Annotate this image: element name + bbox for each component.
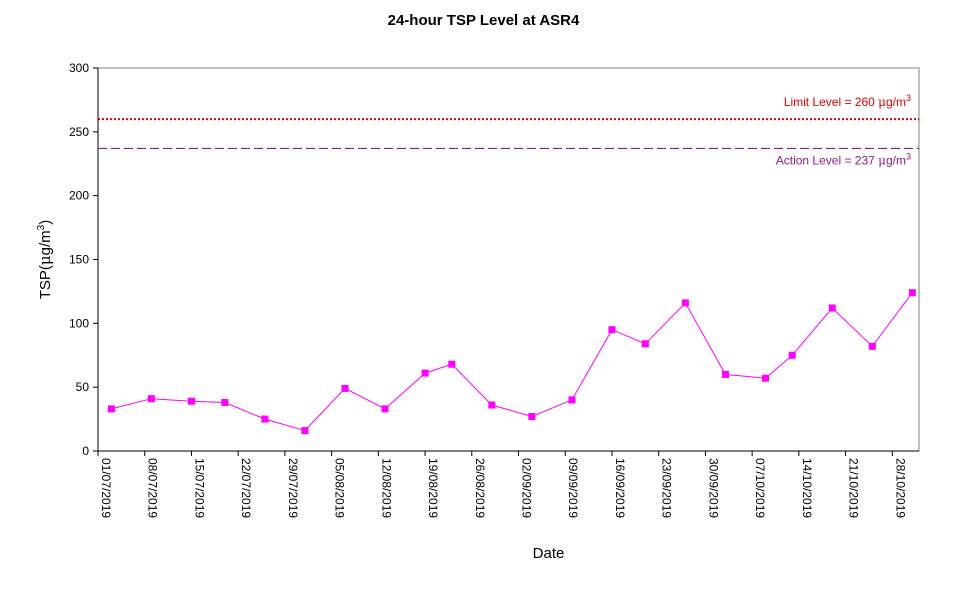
data-point-marker [761,374,769,382]
x-tick-label: 23/09/2019 [660,458,674,518]
x-tick-label: 16/09/2019 [613,458,627,518]
x-tick-label: 29/07/2019 [286,458,300,518]
x-tick-label: 09/09/2019 [566,458,580,518]
data-point-marker [528,413,536,421]
data-point-marker [187,397,195,405]
plot-area-frame [97,67,920,452]
x-tick-label: 05/08/2019 [333,458,347,518]
data-point-marker [221,398,229,406]
data-point-marker [448,360,456,368]
x-tick-label: 12/08/2019 [379,458,393,518]
y-tick-label: 300 [69,61,89,75]
data-point-marker [828,304,836,312]
data-point-marker [681,299,689,307]
y-tick-label: 0 [82,444,89,458]
y-tick-label: 250 [69,125,89,139]
data-point-marker [147,395,155,403]
y-tick-label: 50 [76,380,90,394]
x-tick-label: 26/08/2019 [473,458,487,518]
x-tick-label: 07/10/2019 [753,458,767,518]
action-level-label: Action Level = 237 μg/m3 [776,151,911,167]
series-line [111,292,913,432]
x-tick-label: 01/07/2019 [99,458,113,518]
data-point-marker [261,415,269,423]
data-point-marker [608,326,616,334]
limit-level-label: Limit Level = 260 μg/m3 [784,93,911,109]
data-point-marker [568,396,576,404]
data-point-marker [107,405,115,413]
x-tick-label: 30/09/2019 [706,458,720,518]
data-point-marker [641,340,649,348]
x-tick-label: 02/09/2019 [520,458,534,518]
data-point-marker [868,342,876,350]
data-point-marker [301,427,309,435]
x-tick-label: 15/07/2019 [192,458,206,518]
data-point-marker [908,289,916,297]
y-tick-label: 100 [69,316,89,330]
x-tick-label: 19/08/2019 [426,458,440,518]
data-point-marker [488,401,496,409]
data-point-marker [381,405,389,413]
y-tick-label: 200 [69,189,89,203]
x-tick-label: 08/07/2019 [146,458,160,518]
data-point-marker [788,351,796,359]
x-tick-label: 28/10/2019 [893,458,907,518]
chart-title: 24-hour TSP Level at ASR4 [387,12,580,29]
data-point-marker [341,384,349,392]
x-tick-label: 14/10/2019 [800,458,814,518]
y-axis-title: TSP(μg/m3) [36,220,54,300]
x-axis-title: Date [533,545,565,562]
x-tick-label: 21/10/2019 [847,458,861,518]
y-tick-label: 150 [69,253,89,267]
x-tick-label: 22/07/2019 [239,458,253,518]
data-point-marker [421,369,429,377]
data-point-marker [721,370,729,378]
